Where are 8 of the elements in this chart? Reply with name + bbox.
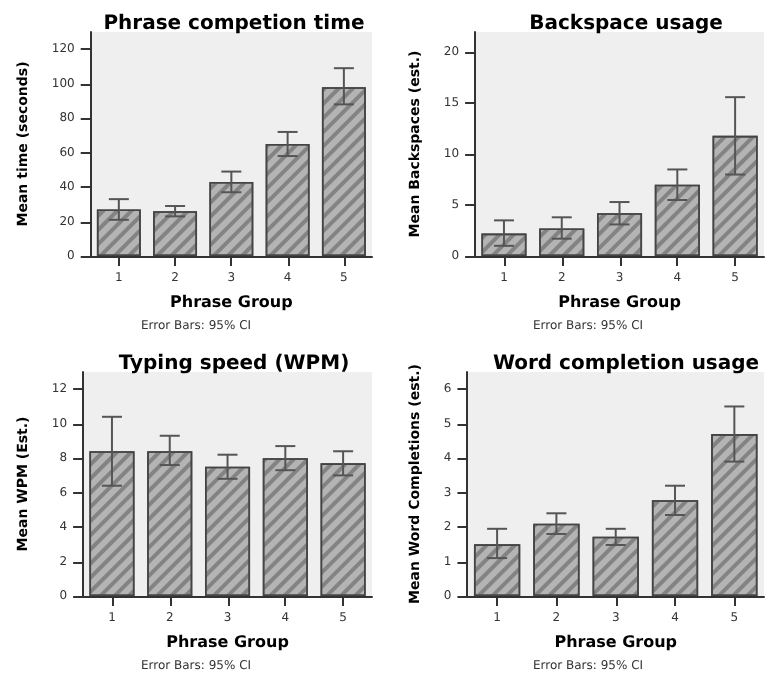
x-axis-title: Phrase Group — [554, 632, 678, 651]
chart-title: Word completion usage — [492, 353, 760, 375]
chart-title: Phrase competion time — [103, 13, 366, 35]
x-axis-title: Phrase Group — [170, 292, 294, 311]
x-axis-title: Phrase Group — [166, 632, 290, 651]
x-axis-title: Phrase Group — [558, 292, 682, 311]
chart-title: Backspace usage — [529, 13, 724, 35]
chart-title: Typing speed (WPM) — [118, 353, 350, 375]
